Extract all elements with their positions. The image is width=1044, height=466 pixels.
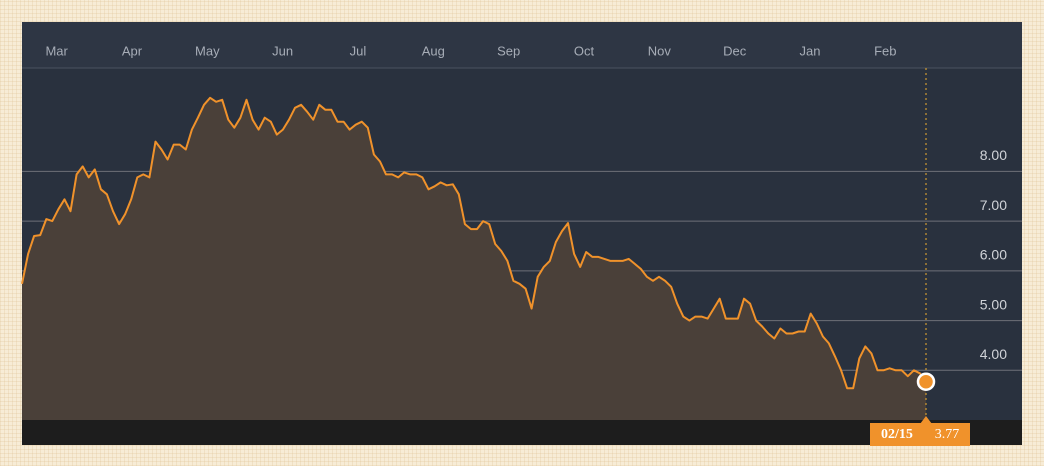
x-tick-label: Jan — [800, 43, 821, 58]
y-tick-label: 4.00 — [980, 346, 1007, 362]
area — [22, 97, 926, 421]
x-tick-label: Apr — [122, 43, 143, 58]
line — [21, 96, 927, 390]
y-tick-label: 5.00 — [980, 296, 1007, 312]
y-tick-label: 8.00 — [980, 147, 1007, 163]
x-tick-label: Feb — [874, 43, 896, 58]
last-point — [916, 372, 936, 391]
x-tick-label: Aug — [422, 43, 445, 58]
month-strip — [22, 22, 1022, 68]
date-label: 02/15 — [881, 427, 913, 442]
y-tick-label: 6.00 — [980, 247, 1007, 263]
x-tick-label: Nov — [648, 43, 672, 58]
bottom-strip — [22, 420, 1022, 445]
y-tick-label: 7.00 — [980, 197, 1007, 213]
value-label: 3.77 — [935, 427, 960, 442]
x-tick-label: Mar — [45, 43, 68, 58]
label-box — [870, 423, 970, 446]
x-tick-label: May — [195, 43, 220, 58]
x-tick-label: Oct — [574, 43, 595, 58]
x-tick-label: Jul — [350, 43, 367, 58]
x-tick-label: Jun — [272, 43, 293, 58]
x-tick-label: Sep — [497, 43, 520, 58]
x-tick-label: Dec — [723, 43, 747, 58]
label-pointer — [920, 416, 932, 424]
